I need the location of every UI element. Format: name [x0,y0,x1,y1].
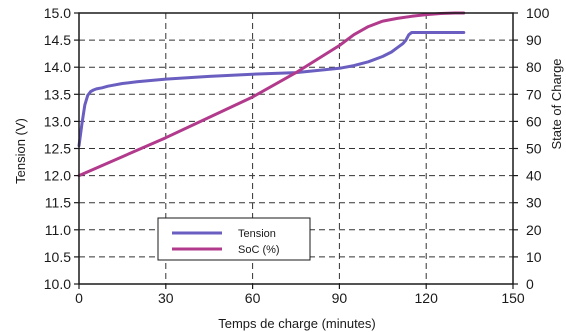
y-left-tick-label: 12.0 [44,168,71,184]
x-tick-label: 90 [332,290,348,306]
legend-label-tension: Tension [238,228,276,240]
legend-box [157,217,311,261]
x-tick-label: 150 [501,290,525,306]
y-right-tick-label: 90 [526,32,542,48]
y-left-tick-label: 11.0 [45,222,71,238]
x-tick-label: 60 [245,290,261,306]
y-right-tick-label: 50 [526,141,542,157]
y-left-tick-label: 13.0 [44,113,71,129]
y-left-tick-label: 13.5 [44,86,71,102]
y-right-tick-label: 70 [526,86,542,102]
y-right-tick-label: 20 [526,222,542,238]
y-right-tick-label: 10 [526,249,542,265]
x-tick-label: 120 [415,290,439,306]
y-left-tick-label: 15.0 [44,5,71,21]
y-right-tick-label: 60 [526,113,542,129]
y-left-tick-label: 11.5 [45,195,71,211]
y-left-tick-label: 14.0 [44,59,71,75]
tick-layer: 10.0 10.5 11.0 11.5 12.0 12.5 13.0 13.5 14.0 14.5… [44,5,550,306]
y-right-tick-label: 100 [526,5,550,21]
grid-layer [79,13,513,284]
x-tick-label: 30 [158,290,174,306]
y-left-tick-label: 10.0 [44,276,71,292]
x-axis-title: Temps de charge (minutes) [218,316,376,331]
series-line-tension [77,31,466,148]
y-left-tick-label: 10.5 [44,249,71,265]
y-left-tick-label: 12.5 [44,141,71,157]
legend-label-soc: SoC (%) [238,244,280,256]
y-right-tick-label: 0 [526,276,534,292]
y-left-tick-label: 14.5 [44,32,71,48]
legend: Tension SoC (%) [157,217,311,261]
y-right-tick-label: 80 [526,59,542,75]
y-axis-right-title: State of Charge [549,58,564,149]
y-right-tick-label: 30 [526,195,542,211]
y-right-tick-label: 40 [526,168,542,184]
y-axis-left-title: Tension (V) [13,118,28,184]
x-tick-label: 0 [75,290,83,306]
